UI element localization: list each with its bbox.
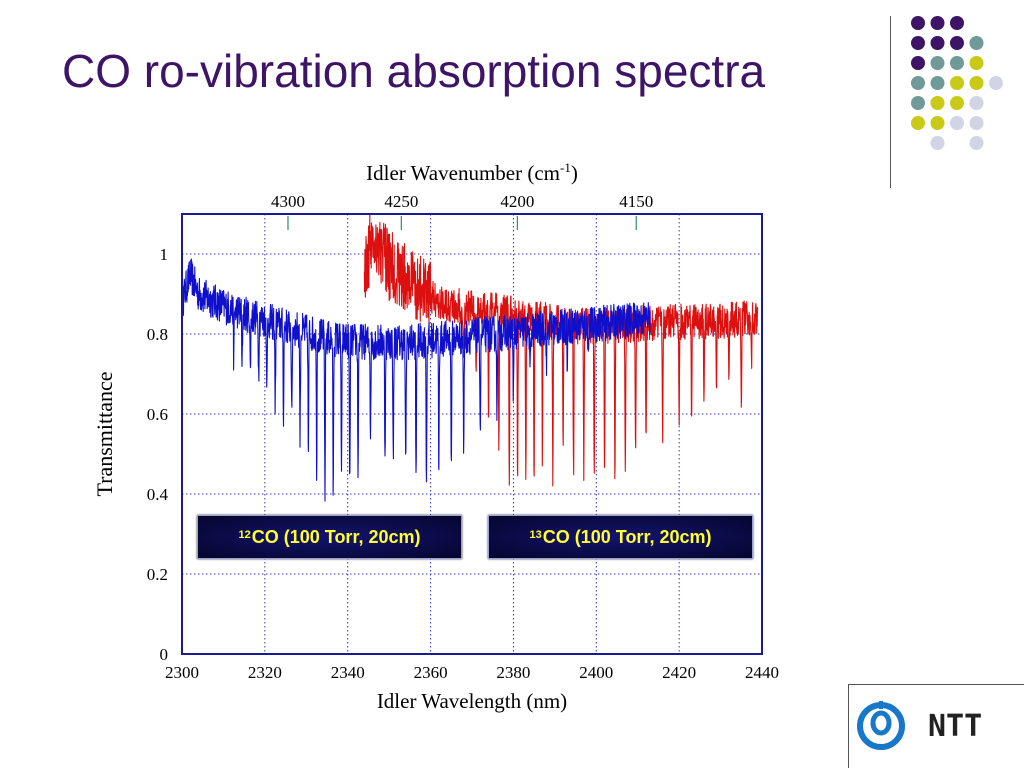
decorative-dot (969, 96, 984, 110)
y-tick-label: 0 (160, 645, 169, 664)
header-divider (890, 16, 891, 188)
chart-ticks: 2300 2320 2340 2360 2380 2400 2420 2440 0 0.2 0.4 0… (147, 192, 779, 682)
decorative-dot (969, 56, 984, 70)
decorative-dot (950, 116, 964, 130)
y-tick-label: 0.2 (147, 565, 168, 584)
chart-grid (182, 214, 762, 654)
slide-title: CO ro-vibration absorption spectra (62, 45, 766, 97)
series-12co-line (181, 258, 651, 502)
x-tick-label: 2320 (248, 663, 282, 682)
x-axis-label: Idler Wavelength (nm) (377, 689, 567, 713)
chart-series (181, 213, 759, 502)
decorative-dot-grid (911, 16, 1003, 150)
top-axis-label: Idler Wavenumber (cm-1) (366, 160, 578, 185)
decorative-dot (930, 16, 945, 30)
y-tick-label: 0.6 (147, 405, 168, 424)
x-tick-label: 2440 (745, 663, 779, 682)
decorative-dot (950, 96, 964, 110)
decorative-dot (969, 36, 984, 50)
top-axis-tick-label: 4200 (500, 192, 534, 211)
top-axis-tick-label: 4150 (619, 192, 653, 211)
plot-frame (181, 213, 763, 655)
x-tick-label: 2400 (579, 663, 613, 682)
decorative-dot (911, 56, 925, 70)
top-axis-tick-label: 4300 (271, 192, 305, 211)
decorative-dot (911, 16, 925, 30)
decorative-dot (950, 76, 964, 90)
ntt-logo: NTT (857, 701, 982, 750)
decorative-dot (930, 36, 945, 50)
decorative-dot (930, 116, 945, 130)
legend-12co: 12 CO (100 Torr, 20cm) (197, 515, 462, 559)
legend-13co-isotope: 13 (529, 529, 542, 541)
decorative-dot (911, 116, 925, 130)
top-axis-tick-label: 4250 (384, 192, 418, 211)
decorative-dot (950, 16, 964, 30)
y-axis-label: Transmittance (92, 371, 117, 496)
x-tick-label: 2340 (331, 663, 365, 682)
x-tick-label: 2380 (496, 663, 530, 682)
legend-12co-label: CO (100 Torr, 20cm) (251, 526, 421, 547)
y-tick-label: 0.8 (147, 325, 168, 344)
y-tick-label: 1 (160, 245, 169, 264)
x-tick-label: 2420 (662, 663, 696, 682)
x-tick-label: 2360 (414, 663, 448, 682)
legend-13co-label: CO (100 Torr, 20cm) (542, 526, 712, 547)
ntt-logo-icon (857, 701, 905, 750)
logo-divider-horizontal (848, 684, 1024, 685)
legend-13co: 13 CO (100 Torr, 20cm) (488, 515, 753, 559)
decorative-dot (911, 76, 925, 90)
decorative-dot (930, 76, 945, 90)
decorative-dot (969, 76, 984, 90)
decorative-dot (989, 76, 1003, 90)
legend-12co-isotope: 12 (238, 529, 251, 541)
x-tick-label: 2300 (165, 663, 199, 682)
ntt-logo-text: NTT (928, 709, 982, 744)
decorative-dot (911, 96, 925, 110)
decorative-dot (969, 116, 984, 130)
decorative-dot (930, 96, 945, 110)
logo-divider-vertical (848, 684, 849, 768)
decorative-dot (969, 136, 984, 150)
decorative-dot (930, 56, 945, 70)
y-tick-label: 0.4 (147, 485, 169, 504)
decorative-dot (911, 36, 925, 50)
decorative-dot (950, 36, 964, 50)
decorative-dot (950, 56, 964, 70)
decorative-dot (930, 136, 945, 150)
